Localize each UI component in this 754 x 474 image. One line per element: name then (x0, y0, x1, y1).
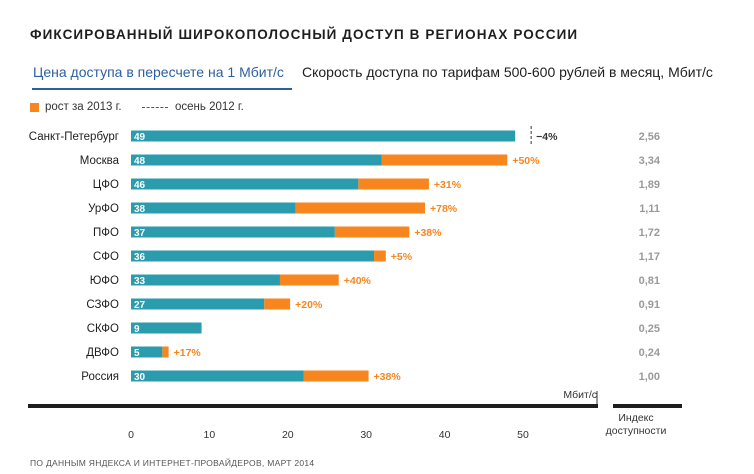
tab-speed-per-tariff[interactable]: Скорость доступа по тарифам 500-600 рубл… (302, 64, 713, 80)
axis-unit-label: Мбит/с (563, 389, 597, 401)
bar-growth-2013 (279, 274, 339, 286)
legend-dashed-line-icon (142, 106, 168, 108)
category-label: СФО (93, 251, 119, 263)
bar-value-label: 37 (134, 228, 146, 239)
index-value: 0,24 (639, 347, 661, 359)
bar-base-2012 (131, 130, 516, 142)
change-label: +20% (295, 299, 323, 311)
active-tab-underline (32, 88, 292, 90)
legend-autumn-label: осень 2012 г. (175, 101, 244, 113)
index-value: 0,91 (639, 299, 660, 311)
bar-base-2012 (131, 370, 304, 382)
change-label: +38% (414, 227, 442, 239)
bar-value-label: 33 (134, 276, 146, 287)
source-note: ПО ДАННЫМ ЯНДЕКСА И ИНТЕРНЕТ-ПРОВАЙДЕРОВ… (30, 458, 315, 468)
x-tick-label: 50 (517, 429, 529, 441)
bar-value-label: 49 (134, 132, 146, 143)
x-tick-label: 30 (360, 429, 372, 441)
change-label: +50% (512, 155, 540, 167)
bar-value-label: 30 (134, 372, 146, 383)
bar-base-2012 (131, 322, 202, 334)
legend-growth-swatch (30, 102, 39, 112)
bar-value-label: 9 (134, 324, 140, 335)
x-tick-label: 40 (439, 429, 451, 441)
bar-growth-2013 (381, 154, 508, 166)
index-column-label: Индекс доступности (596, 412, 676, 438)
bar-growth-2013 (358, 178, 429, 190)
index-value: 3,34 (639, 155, 661, 167)
category-label: СКФО (87, 323, 119, 335)
bar-growth-2013 (374, 250, 386, 262)
bar-growth-2013 (295, 202, 425, 214)
change-label: +40% (344, 275, 372, 287)
category-label: УрФО (88, 203, 119, 215)
bar-value-label: 48 (134, 156, 146, 167)
tab-price-per-mbit[interactable]: Цена доступа в пересчете на 1 Мбит/с (33, 64, 284, 80)
index-value: 1,72 (639, 227, 660, 239)
index-value: 0,81 (639, 275, 660, 287)
bar-value-label: 36 (134, 252, 146, 263)
legend-autumn-2012: осень 2012 г. (142, 101, 244, 113)
bar-base-2012 (131, 346, 163, 358)
x-axis-line (28, 404, 598, 408)
change-label: +31% (434, 179, 462, 191)
change-label: +17% (174, 347, 202, 359)
category-label: Санкт-Петербург (29, 131, 119, 143)
category-label: ЦФО (93, 179, 119, 191)
bar-value-label: 46 (134, 180, 146, 191)
category-label: ЮФО (90, 275, 119, 287)
index-label-line1: Индекс (618, 412, 654, 424)
bar-base-2012 (131, 274, 280, 286)
legend-growth: рост за 2013 г. (30, 101, 122, 113)
bar-base-2012 (131, 298, 265, 310)
change-label: +78% (430, 203, 458, 215)
index-value: 1,00 (639, 371, 660, 383)
x-tick-label: 10 (204, 429, 216, 441)
index-column-line (613, 404, 682, 408)
index-value: 2,56 (639, 131, 660, 143)
category-label: Россия (81, 371, 119, 383)
bar-growth-2013 (334, 226, 410, 238)
category-label: Москва (80, 155, 120, 167)
bar-growth-2013 (303, 370, 369, 382)
legend-growth-label: рост за 2013 г. (45, 101, 122, 113)
change-label: +5% (391, 251, 413, 263)
chart-title: ФИКСИРОВАННЫЙ ШИРОКОПОЛОСНЫЙ ДОСТУП В РЕ… (30, 27, 579, 42)
category-label: ПФО (93, 227, 119, 239)
index-value: 1,89 (639, 179, 660, 191)
bar-base-2012 (131, 178, 359, 190)
category-label: СЗФО (86, 299, 119, 311)
x-tick-label: 0 (128, 429, 134, 441)
bar-value-label: 27 (134, 300, 146, 311)
index-value: 1,17 (639, 251, 660, 263)
bar-value-label: 38 (134, 204, 146, 215)
bar-growth-2013 (162, 346, 169, 358)
bar-base-2012 (131, 226, 335, 238)
bar-growth-2013 (264, 298, 291, 310)
change-label: −4% (536, 131, 558, 143)
bar-base-2012 (131, 250, 375, 262)
bar-base-2012 (131, 154, 382, 166)
index-value: 0,25 (639, 323, 660, 335)
bar-value-label: 5 (134, 348, 140, 359)
change-label: +38% (374, 371, 402, 383)
x-tick-label: 20 (282, 429, 294, 441)
bar-base-2012 (131, 202, 296, 214)
index-value: 1,11 (639, 203, 660, 215)
category-label: ДВФО (86, 347, 119, 359)
index-label-line2: доступности (605, 425, 667, 437)
